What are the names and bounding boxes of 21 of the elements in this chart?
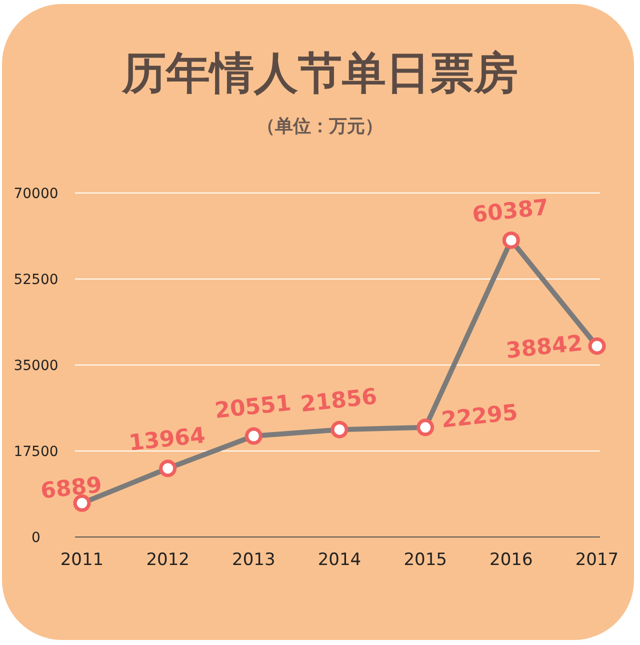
- data-label: 22295: [440, 400, 520, 434]
- x-tick-label: 2016: [490, 550, 533, 570]
- x-tick-label: 2017: [575, 550, 619, 570]
- data-label: 21856: [299, 384, 378, 418]
- data-label: 6889: [40, 473, 104, 504]
- y-tick-label: 52500: [14, 272, 58, 288]
- chart-title: 历年情人节单日票房: [121, 49, 518, 98]
- y-tick-label: 0: [32, 530, 40, 546]
- x-tick-label: 2012: [146, 550, 190, 570]
- y-tick-label: 17500: [14, 444, 58, 460]
- data-label: 20551: [214, 391, 292, 424]
- x-tick-label: 2013: [232, 550, 276, 570]
- x-tick-label: 2011: [60, 550, 104, 570]
- data-label: 60387: [471, 195, 550, 228]
- y-tick-label: 70000: [14, 186, 58, 202]
- data-label: 13964: [128, 423, 207, 456]
- data-label: 38842: [504, 331, 584, 364]
- x-tick-label: 2014: [318, 550, 362, 570]
- y-tick-label: 35000: [14, 358, 58, 374]
- chart-subtitle: （单位：万元）: [257, 116, 383, 136]
- x-tick-label: 2015: [404, 550, 447, 570]
